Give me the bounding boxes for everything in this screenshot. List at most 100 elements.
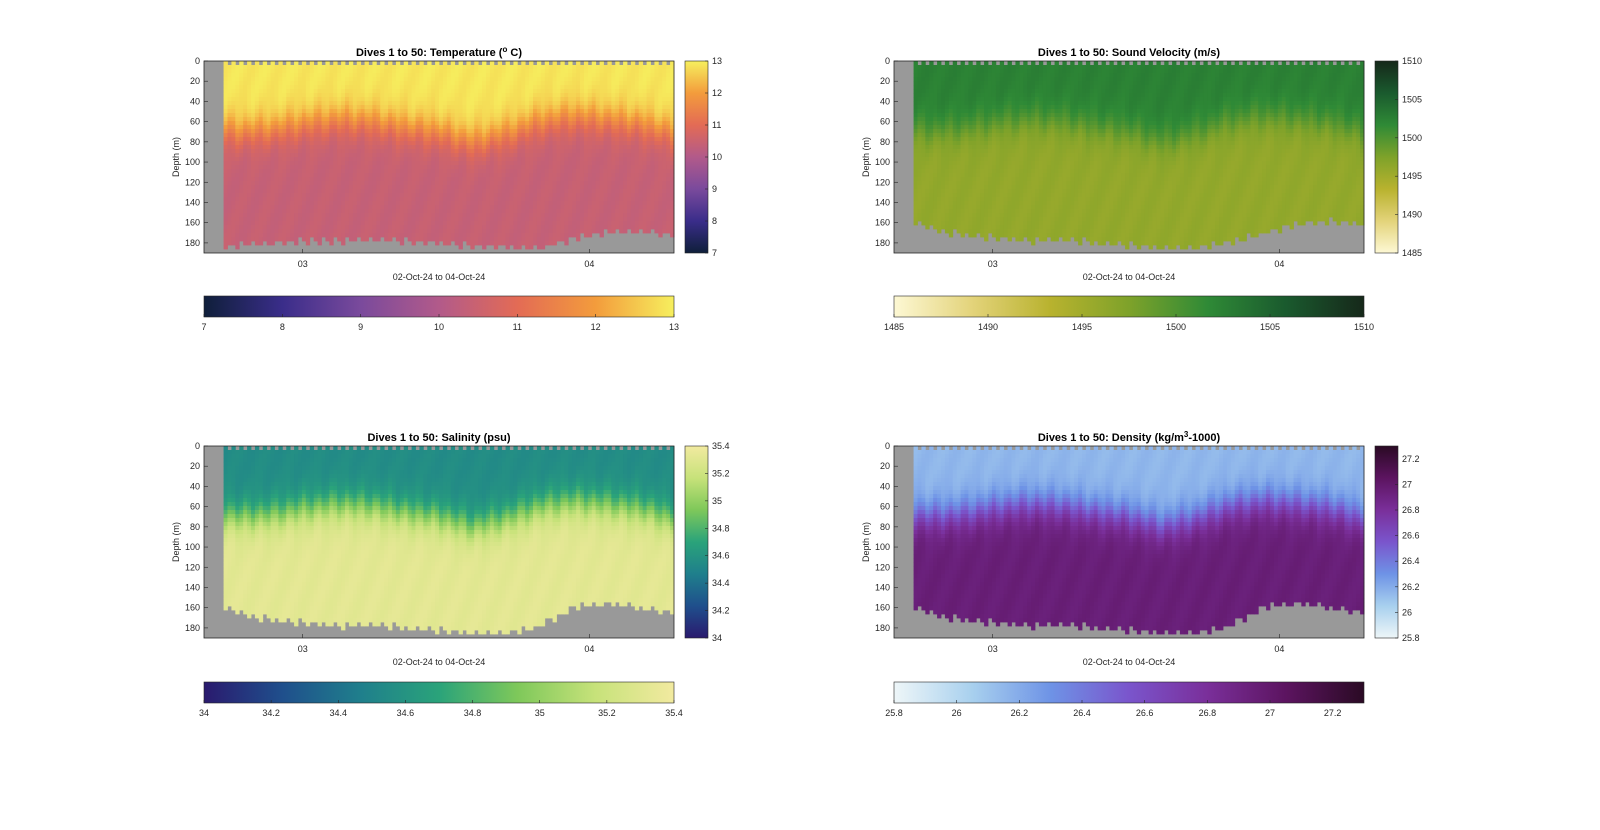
heatmap-cell	[630, 109, 636, 114]
heatmap-cell	[341, 201, 346, 206]
heatmap-cell	[278, 181, 283, 186]
heatmap-cell	[247, 209, 252, 214]
heatmap-cell	[501, 161, 506, 166]
heatmap-cell	[380, 133, 385, 138]
heatmap-cell	[529, 189, 534, 194]
heatmap-cell	[474, 97, 479, 102]
heatmap-cell	[486, 93, 491, 98]
heatmap-cell	[258, 193, 264, 198]
heatmap-cell	[356, 209, 362, 214]
heatmap-cell	[536, 105, 542, 110]
heatmap-cell	[235, 133, 240, 138]
heatmap-cell	[235, 141, 240, 146]
heatmap-cell	[294, 125, 299, 130]
heatmap-cell	[458, 113, 463, 118]
heatmap-cell	[619, 121, 624, 126]
heatmap-cell	[392, 73, 397, 78]
heatmap-cell	[368, 181, 373, 186]
heatmap-cell	[521, 121, 526, 126]
heatmap-cell	[607, 61, 612, 66]
heatmap-cell	[595, 101, 600, 106]
heatmap-cell	[262, 209, 268, 214]
heatmap-cell	[380, 61, 385, 66]
heatmap-cell	[603, 97, 608, 102]
heatmap-cell	[552, 81, 557, 86]
heatmap-cell	[540, 149, 546, 154]
heatmap-cell	[435, 125, 440, 130]
heatmap-cell	[486, 121, 491, 126]
heatmap-cell	[576, 101, 581, 106]
heatmap-cell	[356, 137, 362, 142]
heatmap-cell	[419, 121, 424, 126]
heatmap-cell	[333, 193, 338, 198]
heatmap-cell	[364, 117, 369, 122]
heatmap-cell	[478, 73, 483, 78]
heatmap-cell	[294, 173, 299, 178]
heatmap-cell	[466, 193, 471, 198]
heatmap-cell	[650, 141, 655, 146]
heatmap-cell	[466, 225, 471, 230]
heatmap-cell	[611, 69, 616, 74]
heatmap-cell	[403, 201, 409, 206]
heatmap-cell	[474, 229, 479, 234]
heatmap-cell	[627, 197, 632, 202]
heatmap-cell	[411, 161, 416, 166]
heatmap-cell	[333, 121, 338, 126]
heatmap-cell	[411, 89, 416, 94]
heatmap-cell	[497, 61, 503, 66]
heatmap-cell	[380, 225, 385, 230]
heatmap-cell	[658, 173, 663, 178]
heatmap-cell	[513, 229, 518, 234]
heatmap-cell	[290, 133, 295, 138]
heatmap-cell	[572, 109, 577, 114]
heatmap-cell	[525, 113, 530, 118]
heatmap-cell	[337, 217, 342, 222]
heatmap-cell	[431, 221, 436, 226]
heatmap-cell	[439, 149, 444, 154]
heatmap-cell	[388, 177, 393, 182]
heatmap-cell	[599, 169, 604, 174]
heatmap-cell	[497, 221, 503, 226]
heatmap-cell	[591, 161, 597, 166]
heatmap-cell	[262, 157, 268, 162]
heatmap-cell	[525, 137, 530, 142]
heatmap-cell	[654, 129, 659, 134]
heatmap-cell	[442, 93, 448, 98]
heatmap-cell	[564, 225, 569, 230]
heatmap-cell	[266, 77, 271, 82]
heatmap-cell	[446, 209, 452, 214]
heatmap-cell	[552, 213, 557, 218]
heatmap-cell	[411, 157, 416, 162]
heatmap-cell	[580, 89, 585, 94]
heatmap-cell	[254, 193, 260, 198]
heatmap-cell	[638, 125, 644, 130]
heatmap-cell	[298, 145, 303, 150]
heatmap-cell	[442, 221, 448, 226]
heatmap-cell	[489, 97, 495, 102]
heatmap-cell	[431, 69, 436, 74]
heatmap-cell	[345, 133, 350, 138]
heatmap-cell	[290, 117, 295, 122]
heatmap-cell	[568, 77, 573, 82]
heatmap-cell	[517, 129, 522, 134]
heatmap-cell	[356, 105, 362, 110]
heatmap-cell	[231, 233, 236, 238]
heatmap-cell	[235, 113, 240, 118]
heatmap-cell	[658, 113, 663, 118]
heatmap-cell	[356, 69, 362, 74]
heatmap-cell	[411, 77, 416, 82]
heatmap-cell	[607, 209, 612, 214]
heatmap-cell	[403, 73, 409, 78]
heatmap-cell	[431, 113, 436, 118]
heatmap-cell	[560, 125, 565, 130]
heatmap-cell	[576, 61, 581, 66]
heatmap-cell	[407, 157, 412, 162]
heatmap-cell	[533, 141, 538, 146]
heatmap-cell	[247, 189, 252, 194]
heatmap-cell	[458, 233, 463, 238]
heatmap-cell	[411, 173, 416, 178]
heatmap-cell	[333, 117, 338, 122]
heatmap-cell	[352, 205, 358, 210]
heatmap-cell	[345, 213, 350, 218]
heatmap-cell	[356, 205, 362, 210]
